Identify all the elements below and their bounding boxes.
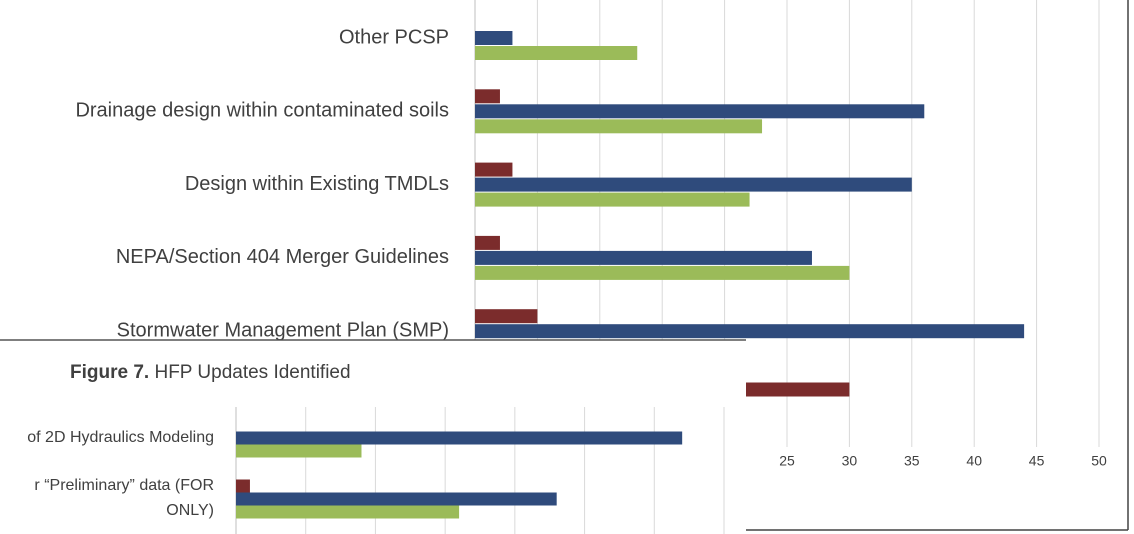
x-tick-label: 40 <box>966 453 982 469</box>
category-label: Design within Existing TMDLs <box>185 173 449 195</box>
bar <box>475 31 513 45</box>
category-label: Drainage design within contaminated soil… <box>75 100 449 122</box>
figure-caption: Figure 7. HFP Updates Identified <box>70 362 351 383</box>
bar <box>475 162 513 177</box>
bar <box>236 492 557 506</box>
bar <box>475 119 763 134</box>
bar <box>475 177 912 192</box>
x-tick-label: 35 <box>904 453 920 469</box>
bar <box>475 104 925 119</box>
bar <box>475 89 500 104</box>
overlay-chart: of 2D Hydraulics Modeling r “Preliminary”… <box>27 407 725 534</box>
bar <box>475 46 638 60</box>
category-label: NEPA/Section 404 Merger Guidelines <box>116 246 449 268</box>
bar <box>236 479 250 493</box>
bar <box>475 235 500 250</box>
bar <box>236 505 460 519</box>
x-tick-label: 45 <box>1029 453 1045 469</box>
category-label: Stormwater Management Plan (SMP) <box>117 319 449 341</box>
bar <box>236 444 362 458</box>
x-tick-label: 50 <box>1091 453 1107 469</box>
category-label: Other PCSP <box>339 26 449 48</box>
caption-label: Figure 7. <box>70 362 149 383</box>
category-label: ONLY) <box>166 502 214 519</box>
bar <box>236 431 683 445</box>
bar <box>475 192 750 207</box>
category-label: r “Preliminary” data (FOR <box>34 477 214 494</box>
x-tick-label: 30 <box>842 453 858 469</box>
bar <box>475 265 850 280</box>
bar <box>475 309 538 324</box>
bar <box>475 250 812 265</box>
bar <box>475 324 1025 339</box>
caption-text: HFP Updates Identified <box>154 362 350 383</box>
category-label: of 2D Hydraulics Modeling <box>27 429 214 446</box>
x-tick-label: 25 <box>779 453 795 469</box>
